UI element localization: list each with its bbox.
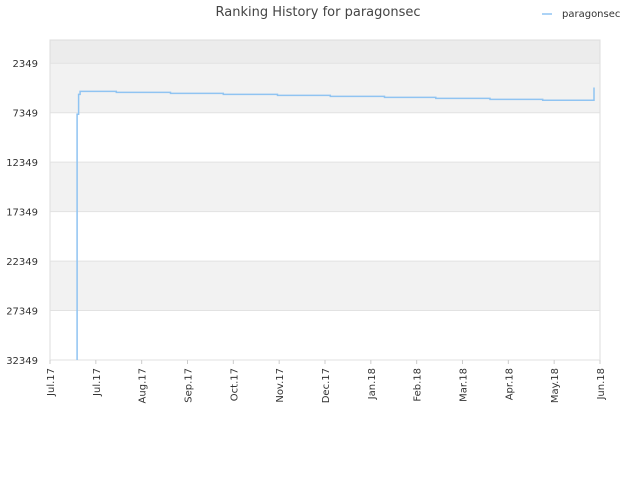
x-tick-label: Jan.18 <box>367 368 378 400</box>
x-tick-label: Nov.17 <box>275 368 286 403</box>
x-tick-label: May.18 <box>550 368 561 403</box>
x-tick-label: Dec.17 <box>321 368 332 403</box>
y-tick-label: 2349 <box>13 59 38 70</box>
x-tick-label: Oct.17 <box>229 368 240 401</box>
plot-band <box>50 261 600 311</box>
plot-band <box>50 211 600 262</box>
x-tick-label: Feb.18 <box>413 368 424 402</box>
plot-band <box>50 40 600 64</box>
legend[interactable]: paragonsec <box>542 9 620 20</box>
x-tick-label: Aug.17 <box>138 368 149 403</box>
x-tick-label: Jul.17 <box>46 368 57 397</box>
plot-background <box>49 39 601 361</box>
plot-band <box>50 112 600 163</box>
x-tick-label: Jun.18 <box>596 368 607 401</box>
y-tick-label: 7349 <box>13 109 38 120</box>
x-tick-label: Apr.18 <box>504 368 515 400</box>
grid-lines <box>50 62 600 361</box>
plot-band <box>50 63 600 113</box>
y-tick-label: 32349 <box>6 356 38 367</box>
x-tick-label: Sep.17 <box>184 368 195 403</box>
y-axis: 2349 7349 12349 17349 22349 27349 32349 <box>6 59 38 367</box>
x-tick-label: Jul.17 <box>92 368 103 397</box>
x-axis: Jul.17 Jul.17 Aug.17 Sep.17 Oct.17 Nov.17 Dec.… <box>46 360 607 403</box>
plot-band <box>50 162 600 212</box>
series-layer <box>76 87 595 360</box>
chart-title: Ranking History for paragonsec <box>216 5 421 20</box>
series-line-paragonsec <box>76 87 595 360</box>
y-tick-label: 27349 <box>6 307 38 318</box>
y-tick-label: 12349 <box>6 158 38 169</box>
y-tick-label: 17349 <box>6 208 38 219</box>
legend-label: paragonsec <box>562 9 620 20</box>
plot-band <box>50 310 600 360</box>
y-tick-label: 22349 <box>6 257 38 268</box>
x-tick-label: Mar.18 <box>459 368 470 402</box>
